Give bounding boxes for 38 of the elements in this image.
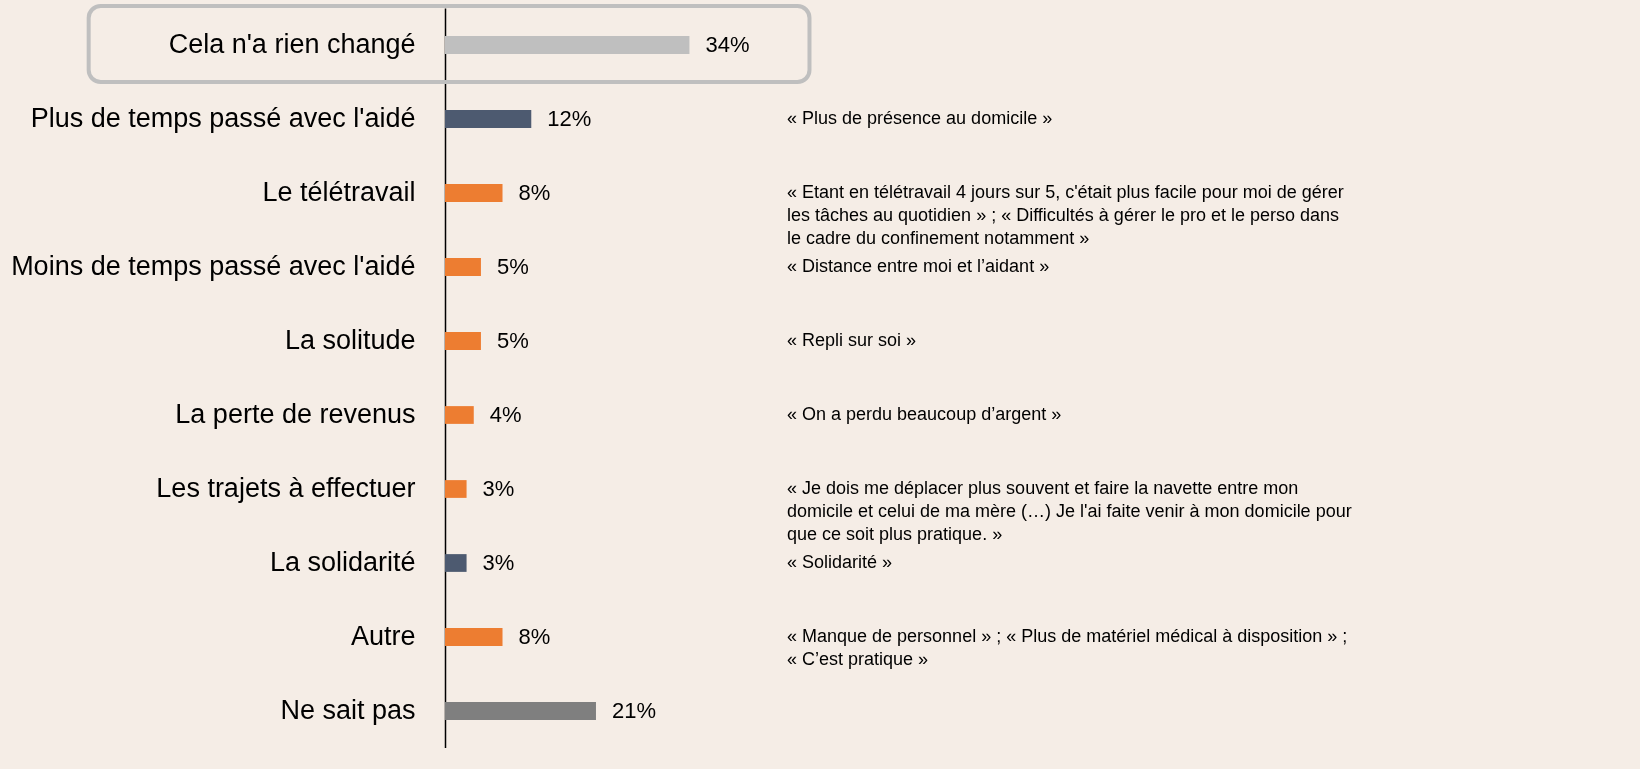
- text: « Etant en télétravail 4 jours sur 5, c'était plus facile pour moi de gérer les tâches au quotidien » ; « Difficultés à gérer le pro et le perso dans le cadre du confinement notamment »: [787, 182, 1344, 248]
- y-tick-label: La solidarité: [269, 547, 416, 577]
- data-label: 3%: [482, 550, 515, 575]
- y-tick-label: Ne sait pas: [280, 695, 416, 725]
- data-label: 21%: [611, 698, 657, 723]
- text: « On a perdu beaucoup d’argent »: [787, 404, 1062, 424]
- data-label: 5%: [496, 328, 529, 353]
- y-tick-label: Moins de temps passé avec l'aidé: [11, 251, 416, 281]
- y-tick-label: Autre: [350, 621, 416, 651]
- bar: [445, 406, 474, 424]
- y-tick-label: Le télétravail: [262, 177, 416, 207]
- bar: [445, 702, 596, 720]
- data-label: 3%: [482, 476, 515, 501]
- text: « Plus de présence au domicile »: [787, 108, 1053, 128]
- data-label: 34%: [705, 32, 750, 57]
- bar: [445, 258, 481, 276]
- y-tick-label: Plus de temps passé avec l'aidé: [30, 103, 416, 133]
- data-label: 4%: [489, 402, 522, 427]
- bar: [445, 332, 481, 350]
- data-label: 12%: [547, 106, 592, 131]
- bar: [445, 110, 532, 128]
- y-tick-label: Cela n'a rien changé: [168, 29, 416, 59]
- text: « Je dois me déplacer plus souvent et faire la navette entre mon domicile et celui de ma mère (…) Je l'ai faite venir à mon domicile pour que ce soit plus pratique. »: [787, 478, 1352, 544]
- y-tick-label: La perte de revenus: [175, 399, 416, 429]
- bar: [445, 480, 467, 498]
- bar: [445, 36, 690, 54]
- bar: [445, 628, 503, 646]
- data-label: 8%: [518, 180, 551, 205]
- text: « Manque de personnel » ; « Plus de matériel médical à disposition » ; « C’est pratique »: [787, 626, 1348, 669]
- bar: [445, 184, 503, 202]
- data-label: 5%: [496, 254, 529, 279]
- text: « Solidarité »: [787, 552, 893, 572]
- y-tick-label: Les trajets à effectuer: [156, 473, 416, 503]
- bar: [445, 554, 467, 572]
- text: « Distance entre moi et l’aidant »: [787, 256, 1050, 276]
- data-label: 8%: [518, 624, 551, 649]
- text: « Repli sur soi »: [787, 330, 917, 350]
- y-tick-label: La solitude: [284, 325, 416, 355]
